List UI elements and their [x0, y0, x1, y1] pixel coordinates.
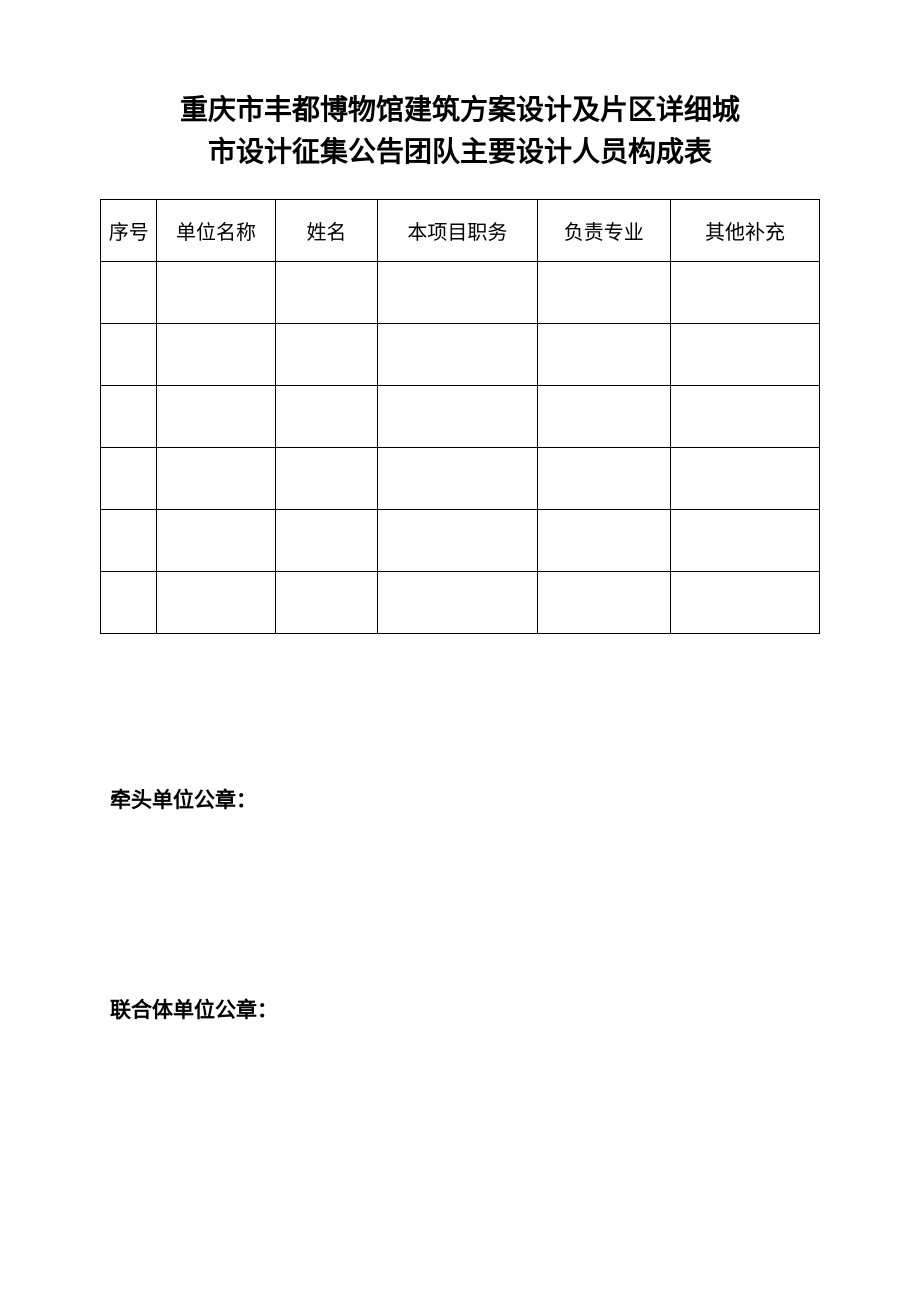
cell-role: [378, 262, 537, 324]
cell-name: [275, 262, 378, 324]
cell-spec: [537, 324, 671, 386]
table-row: [101, 386, 820, 448]
table-row: [101, 510, 820, 572]
consortium-unit-seal-label: 联合体单位公章：: [110, 994, 820, 1024]
cell-name: [275, 448, 378, 510]
document-title: 重庆市丰都博物馆建筑方案设计及片区详细城 市设计征集公告团队主要设计人员构成表: [100, 90, 820, 174]
cell-seq: [101, 324, 157, 386]
personnel-table: 序号 单位名称 姓名 本项目职务 负责专业 其他补充: [100, 199, 820, 634]
table-header-row: 序号 单位名称 姓名 本项目职务 负责专业 其他补充: [101, 200, 820, 262]
cell-other: [671, 386, 820, 448]
cell-unit: [157, 572, 275, 634]
cell-seq: [101, 262, 157, 324]
cell-other: [671, 448, 820, 510]
cell-other: [671, 572, 820, 634]
cell-seq: [101, 572, 157, 634]
cell-unit: [157, 386, 275, 448]
cell-unit: [157, 448, 275, 510]
cell-seq: [101, 448, 157, 510]
cell-other: [671, 510, 820, 572]
cell-spec: [537, 262, 671, 324]
cell-spec: [537, 386, 671, 448]
cell-other: [671, 262, 820, 324]
cell-seq: [101, 386, 157, 448]
cell-spec: [537, 510, 671, 572]
cell-role: [378, 324, 537, 386]
cell-role: [378, 572, 537, 634]
col-header-seq: 序号: [101, 200, 157, 262]
table-row: [101, 448, 820, 510]
col-header-spec: 负责专业: [537, 200, 671, 262]
table-row: [101, 324, 820, 386]
cell-name: [275, 386, 378, 448]
cell-role: [378, 510, 537, 572]
lead-unit-seal-label: 牵头单位公章：: [110, 784, 820, 814]
cell-seq: [101, 510, 157, 572]
col-header-role: 本项目职务: [378, 200, 537, 262]
cell-spec: [537, 572, 671, 634]
cell-role: [378, 386, 537, 448]
signature-section: 牵头单位公章： 联合体单位公章：: [100, 784, 820, 1024]
cell-unit: [157, 262, 275, 324]
cell-unit: [157, 324, 275, 386]
cell-role: [378, 448, 537, 510]
cell-unit: [157, 510, 275, 572]
cell-name: [275, 572, 378, 634]
title-line-1: 重庆市丰都博物馆建筑方案设计及片区详细城: [180, 95, 740, 126]
table-row: [101, 262, 820, 324]
col-header-name: 姓名: [275, 200, 378, 262]
cell-other: [671, 324, 820, 386]
col-header-other: 其他补充: [671, 200, 820, 262]
cell-name: [275, 510, 378, 572]
title-line-2: 市设计征集公告团队主要设计人员构成表: [208, 137, 712, 168]
table-row: [101, 572, 820, 634]
col-header-unit: 单位名称: [157, 200, 275, 262]
cell-spec: [537, 448, 671, 510]
cell-name: [275, 324, 378, 386]
